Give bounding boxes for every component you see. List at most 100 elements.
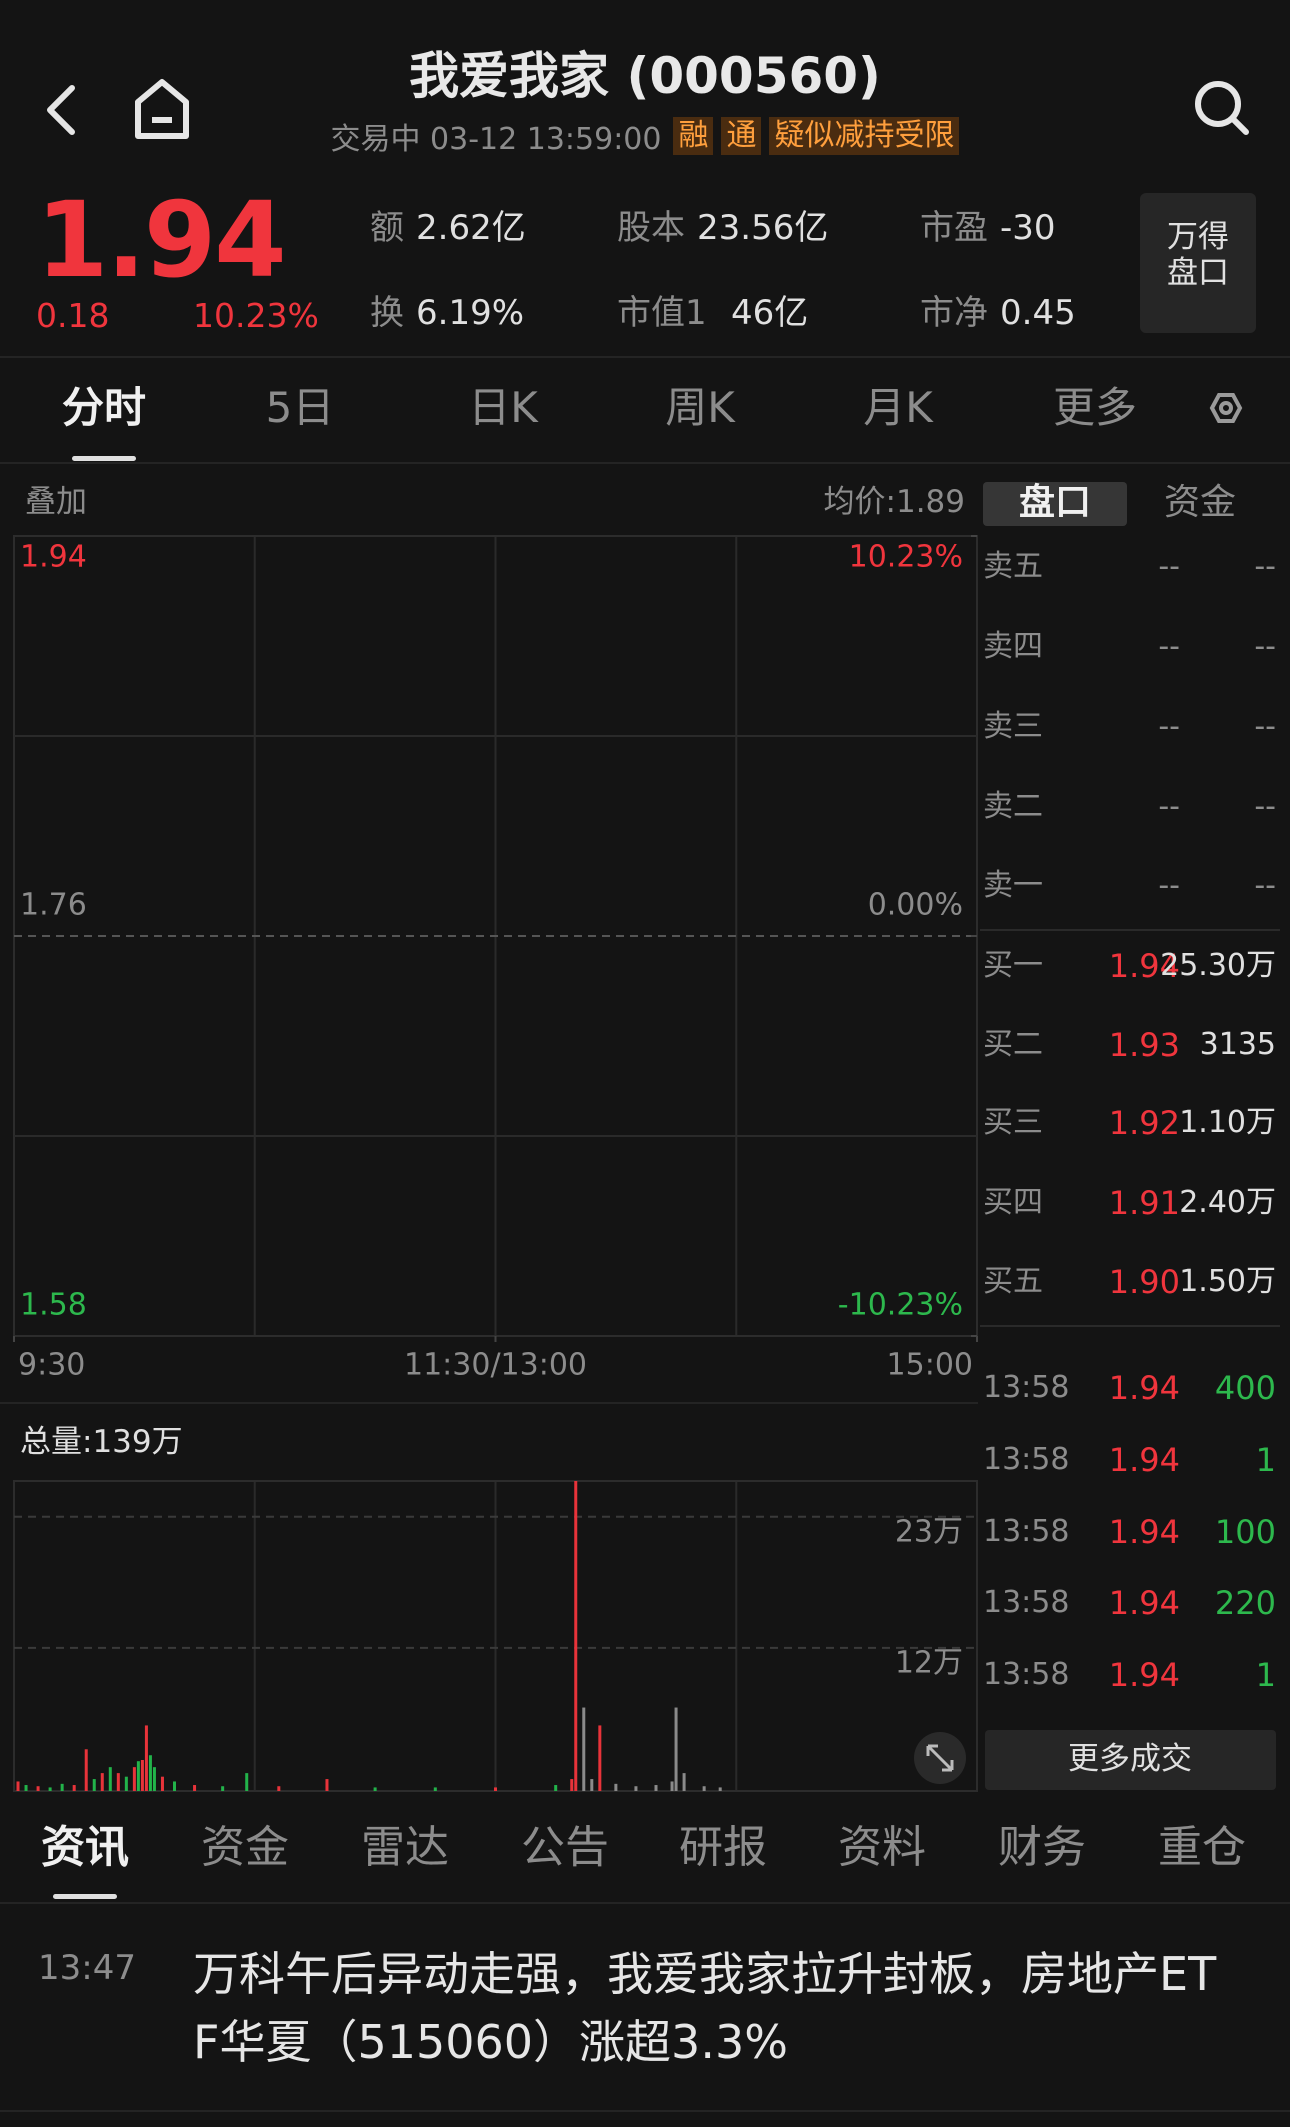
depth-button-label: 盘口 xyxy=(1167,255,1229,292)
bid-price: 1.91 xyxy=(1108,1183,1180,1222)
stat-value: -30 xyxy=(1000,207,1056,248)
active-tab-underline xyxy=(72,456,136,461)
y-tick-label: 12万 xyxy=(895,1645,963,1680)
ask-label: 卖二 xyxy=(983,789,1043,824)
depth-button-label: 万得 xyxy=(1167,219,1229,256)
bid-price: 1.90 xyxy=(1108,1262,1180,1301)
stat-label: 市盈 xyxy=(920,207,988,248)
volume-bar xyxy=(173,1781,176,1791)
stat-value: 6.19% xyxy=(416,292,525,333)
volume-bar xyxy=(598,1725,602,1791)
ask-price: -- xyxy=(1158,709,1180,744)
bid-volume: 1.50万 xyxy=(1179,1264,1276,1299)
volume-bar xyxy=(325,1779,329,1791)
volume-bar xyxy=(140,1760,144,1791)
stat-label: 股本 xyxy=(617,207,685,248)
volume-bar xyxy=(221,1786,225,1791)
chart-tab[interactable]: 分时 xyxy=(61,382,146,432)
info-tab[interactable]: 雷达 xyxy=(361,1821,449,1873)
volume-bar xyxy=(682,1773,686,1791)
volume-bar xyxy=(373,1787,377,1791)
more-trades-button[interactable] xyxy=(985,1730,1276,1790)
bid-volume: 1.10万 xyxy=(1179,1105,1276,1140)
ask-volume: -- xyxy=(1254,629,1276,664)
volume-bar xyxy=(702,1786,706,1791)
volume-bar xyxy=(494,1787,497,1791)
bid-label: 买四 xyxy=(983,1185,1043,1220)
trade-volume: 220 xyxy=(1214,1583,1276,1622)
trade-time: 13:58 xyxy=(983,1442,1070,1477)
panel-tab[interactable]: 资金 xyxy=(1163,482,1236,524)
ask-volume: -- xyxy=(1254,549,1276,584)
trade-status: 交易中 03-12 13:59:00 xyxy=(330,122,662,157)
news-title[interactable]: 万科午后异动走强，我爱我家拉升封板，房地产ETF华夏（515060）涨超3.3% xyxy=(193,1947,1217,2069)
divider xyxy=(0,462,1290,464)
volume-bar xyxy=(124,1776,128,1791)
depth-button[interactable] xyxy=(1140,193,1256,333)
price-change: 0.18 xyxy=(36,296,110,336)
ask-volume: -- xyxy=(1254,789,1276,824)
search-button[interactable] xyxy=(1195,81,1249,135)
volume-bar xyxy=(433,1787,437,1791)
divider xyxy=(980,929,1280,931)
panel-tab[interactable]: 盘口 xyxy=(1018,482,1091,524)
x-tick-label: 9:30 xyxy=(18,1348,85,1383)
y-tick-label: 1.94 xyxy=(20,540,87,575)
info-tab[interactable]: 财务 xyxy=(998,1821,1086,1873)
expand-button[interactable] xyxy=(914,1732,966,1784)
stat-label: 市净 xyxy=(920,292,988,333)
ask-volume: -- xyxy=(1254,868,1276,903)
info-tab[interactable]: 研报 xyxy=(679,1821,767,1873)
ask-price: -- xyxy=(1158,868,1180,903)
ask-label: 卖四 xyxy=(983,629,1043,664)
stat-value: 23.56亿 xyxy=(697,207,829,248)
volume-bar xyxy=(570,1779,574,1791)
volume-bar xyxy=(100,1773,104,1791)
y2-tick-label: -10.23% xyxy=(838,1288,963,1323)
info-tab[interactable]: 资讯 xyxy=(41,1821,129,1873)
info-tab[interactable]: 重仓 xyxy=(1158,1821,1246,1873)
chart-tab[interactable]: 5日 xyxy=(265,382,335,432)
avg-price-label: 均价:1.89 xyxy=(823,484,965,521)
trade-price: 1.94 xyxy=(1108,1512,1180,1551)
back-button[interactable] xyxy=(47,85,75,135)
settings-icon[interactable] xyxy=(1209,393,1243,423)
info-tab[interactable]: 资料 xyxy=(838,1821,926,1873)
trade-time: 13:58 xyxy=(983,1514,1070,1549)
bid-price: 1.94 xyxy=(1108,946,1180,985)
chart-tab[interactable]: 更多 xyxy=(1052,382,1137,432)
info-tab[interactable]: 公告 xyxy=(521,1821,609,1873)
home-button[interactable] xyxy=(135,79,189,139)
price-change-pct: 10.23% xyxy=(193,296,319,336)
ask-volume: -- xyxy=(1254,709,1276,744)
chart-tab[interactable]: 月K xyxy=(863,382,933,432)
x-tick-label: 11:30/13:00 xyxy=(404,1348,587,1383)
volume-bar xyxy=(582,1707,586,1791)
trade-price: 1.94 xyxy=(1108,1368,1180,1407)
chart-tab[interactable]: 周K xyxy=(665,382,735,432)
volume-bar xyxy=(193,1785,197,1791)
last-price: 1.94 xyxy=(36,178,287,301)
volume-bar xyxy=(72,1785,76,1791)
trade-time: 13:58 xyxy=(983,1370,1070,1405)
volume-bar xyxy=(590,1779,594,1791)
volume-bar xyxy=(84,1749,88,1791)
stat-value: 2.62亿 xyxy=(416,207,526,248)
info-tab[interactable]: 资金 xyxy=(201,1821,289,1873)
chart-tab[interactable]: 日K xyxy=(468,382,538,432)
volume-bar xyxy=(136,1761,140,1791)
volume-bar xyxy=(245,1773,249,1791)
volume-bar xyxy=(554,1785,558,1791)
bid-price: 1.92 xyxy=(1108,1103,1180,1142)
ask-price: -- xyxy=(1158,629,1180,664)
volume-bar xyxy=(160,1776,164,1791)
volume-bar xyxy=(654,1785,658,1791)
trade-price: 1.94 xyxy=(1108,1655,1180,1694)
volume-bar xyxy=(718,1787,722,1791)
volume-bar xyxy=(670,1781,674,1791)
ask-label: 卖五 xyxy=(983,549,1043,584)
volume-bar xyxy=(144,1725,148,1791)
volume-bar xyxy=(60,1783,64,1791)
